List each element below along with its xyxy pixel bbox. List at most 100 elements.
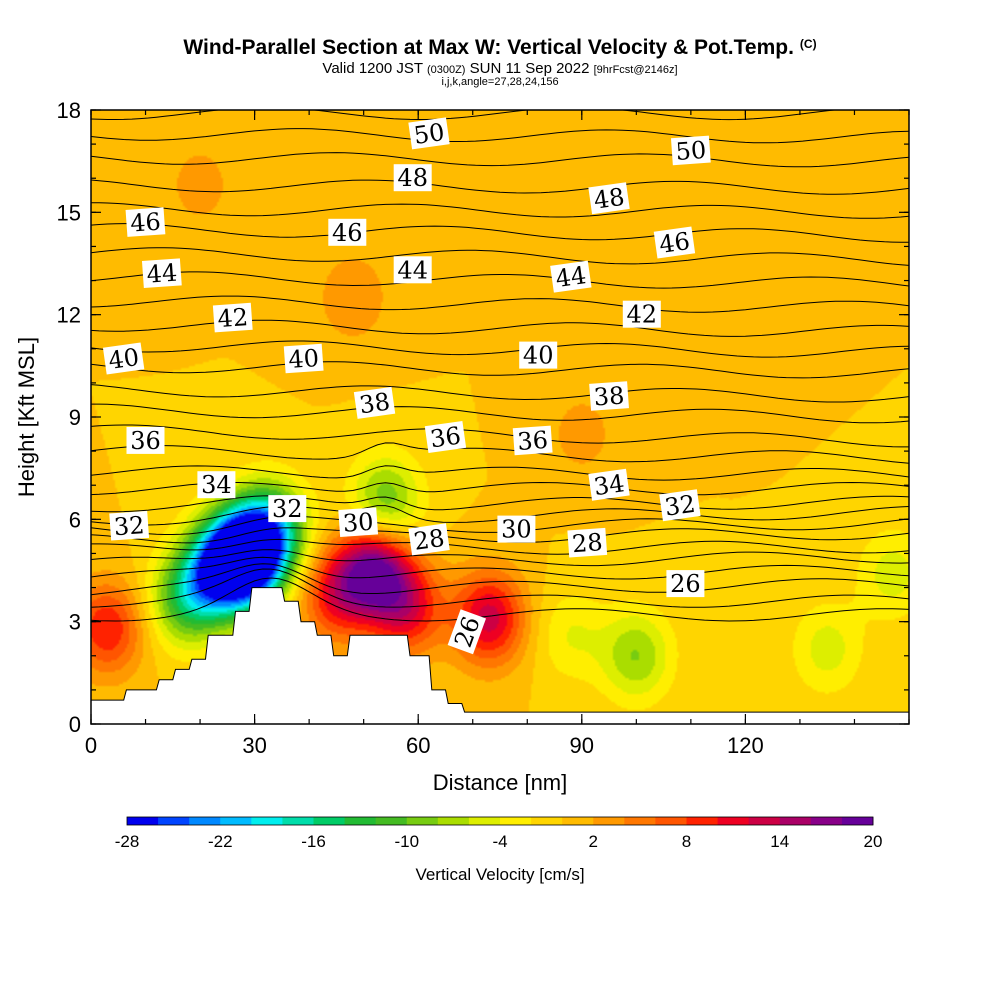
contour-label-text: 32: [663, 490, 697, 522]
contour-label-text: 30: [501, 516, 532, 544]
contour-label: 32: [659, 489, 701, 522]
colorbar-swatch: [500, 817, 532, 825]
copyright-mark: (C): [799, 37, 817, 51]
colorbar-swatch: [468, 817, 501, 825]
contour-label: 40: [519, 341, 558, 370]
contour-label: 28: [567, 527, 608, 558]
contour-label-text: 26: [670, 570, 701, 598]
theta-contour-44: [91, 271, 909, 289]
colorbar-tick-label: -28: [115, 832, 140, 851]
colorbar-swatch: [437, 817, 470, 825]
y-tick-label: 9: [69, 405, 81, 430]
colorbar-label: Vertical Velocity [cm/s]: [415, 865, 584, 884]
contour-label: 36: [512, 425, 553, 456]
y-axis-label: Height [Kft MSL]: [14, 337, 39, 497]
theta-contour-29: [91, 538, 909, 555]
colorbar-tick-label: 20: [864, 832, 883, 851]
colorbar-swatch: [748, 817, 781, 825]
theta-contour-50: [91, 128, 909, 144]
y-tick-label: 18: [57, 98, 81, 123]
contour-label: 44: [393, 256, 432, 284]
colorbar-swatch: [624, 817, 656, 825]
colorbar-frame: [126, 816, 874, 826]
chart-subtitle: Valid 1200 JST (0300Z) SUN 11 Sep 2022 […: [0, 60, 1000, 77]
colorbar-swatch: [344, 817, 377, 825]
section-indices: i,j,k,angle=27,28,24,156: [441, 76, 559, 88]
contour-label: 30: [497, 515, 536, 544]
contour-label: 40: [283, 343, 324, 374]
contour-label: 50: [670, 135, 711, 166]
y-tick-label: 3: [69, 610, 81, 635]
contour-label: 32: [268, 495, 307, 523]
valid-time: Valid 1200 JST: [322, 60, 423, 77]
colorbar-swatch: [562, 817, 594, 825]
contour-label-text: 32: [113, 511, 145, 541]
colorbar-swatch: [189, 817, 221, 825]
contour-label-text: 40: [107, 343, 141, 375]
colorbar-swatch: [841, 817, 874, 825]
contour-label-text: 28: [412, 524, 446, 556]
x-axis-label: Distance [nm]: [433, 770, 568, 795]
contour-label: 50: [408, 117, 450, 150]
colorbar-swatch: [810, 817, 843, 825]
contour-label-text: 36: [516, 426, 548, 456]
y-tick-label: 6: [69, 507, 81, 532]
colorbar-tick-label: -10: [394, 832, 419, 851]
theta-contour-45: [91, 247, 909, 266]
x-tick-label: 30: [242, 733, 266, 758]
colorbar-swatch: [717, 817, 750, 825]
contour-label: 34: [197, 471, 236, 499]
contour-label-text: 28: [571, 528, 603, 558]
contour-label: 44: [141, 258, 182, 289]
contour-label: 48: [588, 182, 630, 215]
colorbar-tick-label: -4: [492, 832, 507, 851]
y-tick-label: 15: [57, 200, 81, 225]
contour-label: 48: [393, 164, 432, 192]
contour-label: 30: [338, 507, 379, 538]
contour-label-text: 46: [332, 219, 363, 247]
potential-temperature-contours: [91, 110, 909, 622]
axis-ticks: [90, 109, 910, 725]
colorbar-swatch: [406, 817, 439, 825]
contour-label-text: 42: [217, 303, 249, 333]
contour-label: 38: [589, 381, 629, 412]
colorbar-swatch: [593, 817, 625, 825]
contour-label: 38: [353, 386, 396, 419]
contour-label: 32: [109, 510, 150, 541]
theta-contour-39: [91, 384, 909, 403]
theta-contour-51: [91, 110, 840, 121]
contour-label: 42: [622, 300, 661, 329]
theta-contour-33: [91, 495, 909, 513]
theta-contour-35: [91, 465, 909, 481]
theta-contour-38: [91, 403, 909, 424]
theta-contour-28: [91, 549, 909, 567]
contour-label: 42: [212, 302, 253, 333]
contour-label-text: 40: [523, 342, 554, 370]
contour-label-text: 36: [130, 427, 161, 455]
theta-contour-37: [91, 424, 909, 448]
contour-label: 34: [588, 468, 630, 501]
theta-contour-43: [91, 295, 909, 313]
vertical-velocity-field: [91, 110, 909, 724]
terrain-mask: [90, 587, 910, 725]
contour-label-text: 50: [412, 118, 446, 150]
contour-label: 44: [550, 260, 592, 293]
contour-label-text: 46: [129, 208, 161, 238]
theta-contour-25: [91, 568, 909, 608]
contour-label-text: 44: [397, 256, 428, 284]
colorbar-swatch: [313, 817, 345, 825]
colorbar: -28 -22 -16 -10 -4 2 8 14 20: [115, 816, 883, 851]
contour-label: 28: [408, 523, 450, 556]
x-tick-label: 120: [727, 733, 764, 758]
theta-contour-24: [91, 577, 909, 622]
contour-label-text: 36: [428, 422, 462, 454]
theta-contour-27: [91, 556, 909, 580]
contour-label-text: 50: [675, 136, 707, 166]
contour-label-text: 32: [272, 495, 303, 523]
colorbar-tick-label: 8: [682, 832, 691, 851]
forecast-info: [9hrFcst@2146z]: [593, 64, 678, 76]
x-tick-label: 0: [85, 733, 97, 758]
contour-label-text: 44: [146, 259, 178, 289]
contour-label-text: 42: [627, 301, 658, 329]
